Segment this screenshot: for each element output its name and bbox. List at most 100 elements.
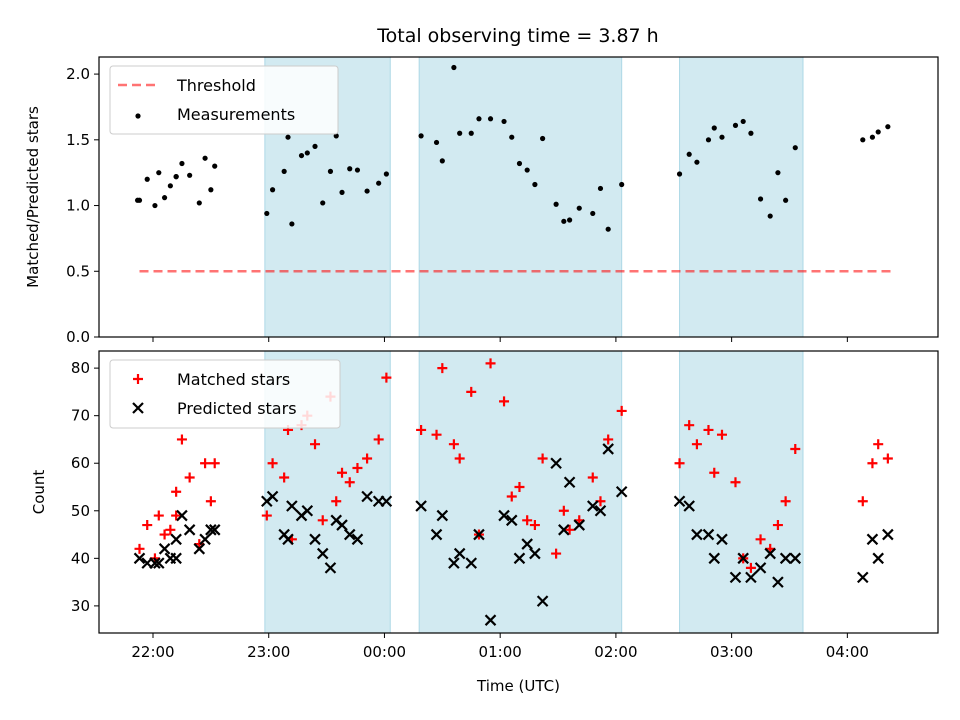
- measurement-point: [476, 116, 482, 122]
- predicted-point: [465, 557, 478, 569]
- matched-point: [362, 453, 373, 464]
- matched-point: [551, 548, 562, 559]
- measurement-point: [757, 196, 764, 202]
- measurement-point: [590, 210, 596, 217]
- matched-point: [337, 467, 348, 478]
- measurement-point: [281, 168, 287, 174]
- matched-point: [176, 434, 187, 445]
- matched-point: [159, 529, 170, 540]
- y-tick-label: 50: [71, 502, 90, 520]
- measurement-point: [719, 134, 725, 140]
- measurement-point: [775, 170, 781, 176]
- measurement-point: [694, 159, 700, 165]
- measurement-point: [516, 160, 523, 167]
- measurement-point: [376, 180, 382, 186]
- measurement-point: [767, 213, 773, 219]
- matched-point: [867, 458, 878, 469]
- measurement-point: [156, 170, 162, 176]
- predicted-point: [415, 500, 427, 512]
- measurement-point: [468, 130, 474, 136]
- measurement-point: [304, 150, 310, 156]
- matched-point: [499, 396, 510, 407]
- predicted-point: [343, 528, 356, 541]
- measurement-point: [289, 221, 295, 227]
- measurement-point: [264, 210, 270, 217]
- matched-point: [200, 458, 211, 469]
- measurement-point: [364, 188, 370, 194]
- matched-point: [381, 372, 392, 383]
- predicted-point: [586, 500, 599, 512]
- legend: Threshold Measurements: [109, 65, 339, 135]
- measurement-point: [327, 168, 334, 174]
- matched-point: [522, 515, 533, 526]
- predicted-point: [430, 528, 443, 541]
- legend-label: Threshold: [176, 76, 256, 95]
- predicted-point: [170, 552, 182, 565]
- measurement-point: [561, 218, 567, 224]
- x-tick-label: 00:00: [363, 643, 406, 661]
- measurement-point: [161, 195, 168, 201]
- matched-point: [485, 358, 496, 369]
- legend-label: Measurements: [177, 105, 295, 124]
- measurement-point: [439, 158, 445, 164]
- observing-window: [418, 56, 623, 338]
- measurement-point: [285, 134, 291, 140]
- predicted-point: [286, 500, 298, 512]
- matched-point: [616, 405, 627, 416]
- measurement-point: [173, 174, 179, 180]
- predicted-point: [336, 519, 348, 531]
- matched-point: [857, 496, 868, 507]
- predicted-point: [473, 528, 485, 541]
- legend-box: [109, 359, 341, 429]
- predicted-point: [536, 595, 549, 607]
- legend-predicted-swatch: [132, 402, 144, 414]
- predicted-point: [779, 552, 792, 565]
- measurement-point: [676, 171, 683, 177]
- measurement-point: [202, 155, 208, 161]
- predicted-point: [324, 562, 337, 574]
- predicted-point: [266, 490, 279, 503]
- predicted-point: [683, 500, 695, 512]
- legend-measurement-swatch: [135, 113, 141, 119]
- measurement-point: [740, 118, 746, 125]
- measurement-point: [524, 167, 530, 173]
- matched-point: [558, 505, 569, 516]
- measurement-point: [860, 137, 866, 143]
- matched-point: [373, 434, 384, 445]
- matched-point: [537, 453, 548, 464]
- matched-point: [506, 491, 517, 502]
- matched-point: [587, 472, 598, 483]
- y-tick-label: 30: [71, 597, 90, 615]
- matched-point: [317, 515, 328, 526]
- predicted-point: [550, 457, 562, 470]
- predicted-point: [183, 524, 196, 536]
- y-tick-label: 0.0: [66, 328, 90, 346]
- matched-point: [454, 453, 465, 464]
- measurement-point: [567, 217, 573, 223]
- matched-point: [716, 429, 727, 440]
- measurement-point: [179, 160, 185, 167]
- matched-point: [209, 458, 220, 469]
- predicted-point: [702, 528, 715, 541]
- measurement-point: [433, 139, 440, 146]
- measurement-point: [152, 202, 158, 209]
- measurement-point: [451, 64, 457, 71]
- matched-point: [780, 496, 791, 507]
- measurement-point: [312, 143, 318, 149]
- x-tick-label: 03:00: [710, 643, 753, 661]
- matched-point: [730, 477, 741, 488]
- predicted-point: [558, 524, 570, 536]
- matched-point: [310, 439, 321, 450]
- matched-point: [171, 510, 182, 521]
- measurement-point: [339, 189, 345, 195]
- predicted-point: [505, 514, 518, 527]
- measurement-point: [187, 172, 193, 178]
- predicted-point: [764, 547, 776, 560]
- matched-point: [564, 524, 575, 535]
- measurement-point: [885, 124, 891, 130]
- matched-point: [165, 524, 176, 535]
- predicted-point: [594, 505, 607, 517]
- measurement-point: [196, 200, 202, 206]
- measurement-point: [501, 118, 507, 125]
